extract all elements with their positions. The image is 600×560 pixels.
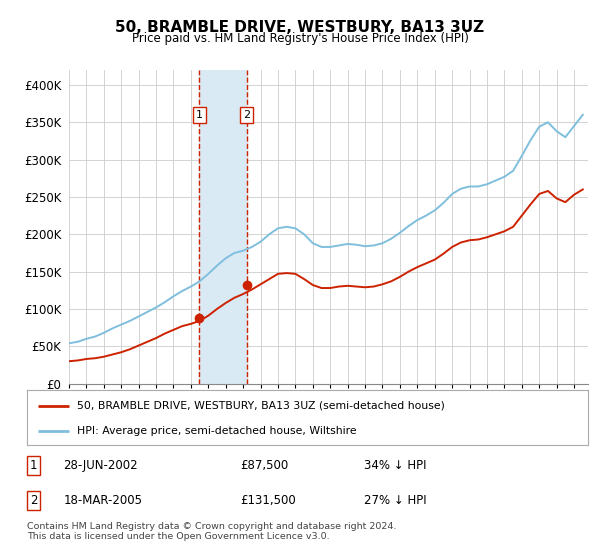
Text: £87,500: £87,500 bbox=[240, 459, 289, 472]
Text: Contains HM Land Registry data © Crown copyright and database right 2024.
This d: Contains HM Land Registry data © Crown c… bbox=[27, 522, 397, 542]
Bar bbox=[199, 70, 247, 384]
Text: 28-JUN-2002: 28-JUN-2002 bbox=[64, 459, 138, 472]
Text: 34% ↓ HPI: 34% ↓ HPI bbox=[364, 459, 426, 472]
Text: 50, BRAMBLE DRIVE, WESTBURY, BA13 3UZ: 50, BRAMBLE DRIVE, WESTBURY, BA13 3UZ bbox=[115, 20, 485, 35]
Text: HPI: Average price, semi-detached house, Wiltshire: HPI: Average price, semi-detached house,… bbox=[77, 426, 357, 436]
Text: £131,500: £131,500 bbox=[240, 493, 296, 507]
Text: 1: 1 bbox=[196, 110, 203, 120]
Text: 27% ↓ HPI: 27% ↓ HPI bbox=[364, 493, 426, 507]
Text: 18-MAR-2005: 18-MAR-2005 bbox=[64, 493, 142, 507]
Text: 2: 2 bbox=[243, 110, 250, 120]
Text: 1: 1 bbox=[30, 459, 37, 472]
Text: Price paid vs. HM Land Registry's House Price Index (HPI): Price paid vs. HM Land Registry's House … bbox=[131, 32, 469, 45]
Text: 2: 2 bbox=[30, 493, 37, 507]
Text: 50, BRAMBLE DRIVE, WESTBURY, BA13 3UZ (semi-detached house): 50, BRAMBLE DRIVE, WESTBURY, BA13 3UZ (s… bbox=[77, 401, 445, 410]
